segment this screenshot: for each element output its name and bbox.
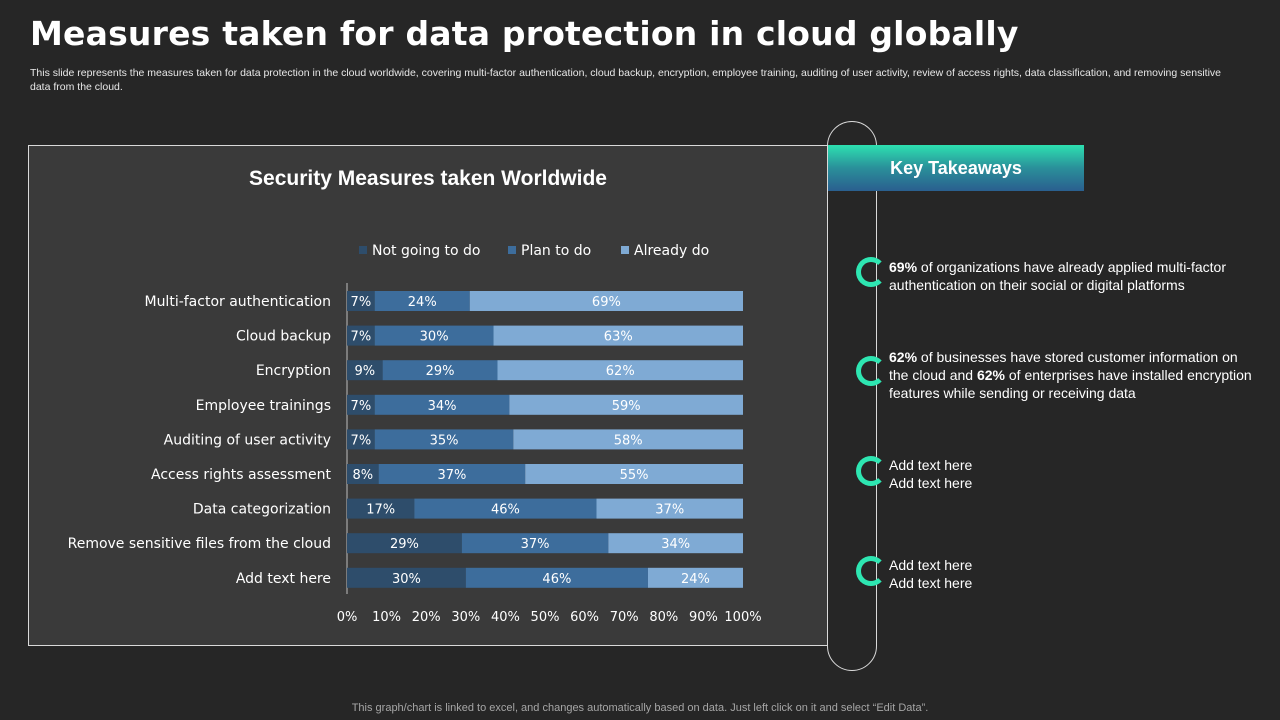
takeaway-text: Add text here Add text here — [889, 457, 973, 491]
data-label: 29% — [390, 537, 419, 552]
chart-panel[interactable]: Security Measures taken Worldwide Not goi… — [28, 145, 828, 646]
data-label: 8% — [353, 468, 374, 483]
bar-segment — [347, 325, 375, 346]
ring-icon — [856, 456, 886, 486]
bar-segment — [493, 325, 743, 346]
bar-segment — [647, 567, 743, 588]
x-tick-label: 70% — [610, 610, 639, 625]
data-label: 9% — [355, 364, 376, 379]
x-tick-label: 80% — [649, 610, 678, 625]
data-label: 29% — [426, 364, 455, 379]
x-tick-label: 100% — [724, 610, 761, 625]
bar-segment — [378, 464, 526, 484]
data-label: 58% — [614, 433, 643, 448]
data-label: 34% — [661, 537, 690, 552]
data-label: 30% — [420, 330, 449, 345]
bar-segment — [347, 533, 462, 554]
data-label: 30% — [392, 572, 421, 587]
data-label: 17% — [366, 503, 395, 518]
bar-segment — [374, 291, 470, 311]
bar-segment — [347, 567, 466, 588]
data-label: 37% — [655, 503, 684, 518]
x-tick-label: 40% — [491, 610, 520, 625]
bar-segment — [414, 498, 597, 519]
category-label: Access rights assessment — [151, 467, 332, 483]
bar-segment — [347, 291, 375, 311]
x-tick-label: 50% — [531, 610, 560, 625]
bar-segment — [347, 498, 415, 519]
takeaways-capsule-outline — [827, 121, 877, 671]
stacked-bar-chart[interactable]: Security Measures taken Worldwide Not goi… — [29, 146, 827, 645]
data-label: 62% — [606, 364, 635, 379]
takeaway-highlight: 62% — [889, 349, 918, 365]
data-label: 24% — [408, 295, 437, 310]
bar-segment — [374, 325, 494, 346]
legend-label: Not going to do — [372, 243, 481, 259]
bar-segment — [347, 464, 379, 484]
category-label: Encryption — [256, 363, 331, 379]
data-label: 37% — [437, 468, 466, 483]
x-tick-label: 10% — [372, 610, 401, 625]
bar-segment — [347, 360, 383, 381]
data-label: 55% — [620, 468, 649, 483]
data-label: 7% — [351, 295, 372, 310]
x-tick-label: 20% — [412, 610, 441, 625]
data-label: 7% — [351, 433, 372, 448]
legend-swatch — [359, 246, 367, 254]
takeaway-text: 62% of businesses have stored customer i… — [889, 349, 1252, 401]
takeaway-highlight: 69% — [889, 259, 918, 275]
data-label: 46% — [542, 572, 571, 587]
takeaway-text: 69% of organizations have already applie… — [889, 259, 1226, 293]
legend-swatch — [508, 246, 516, 254]
category-label: Remove sensitive files from the cloud — [68, 536, 331, 552]
data-label: 7% — [351, 399, 372, 414]
bar-segment — [382, 360, 498, 381]
data-label: 59% — [612, 399, 641, 414]
bar-segment — [347, 394, 375, 415]
data-label: 63% — [604, 330, 633, 345]
key-takeaways-header: Key Takeaways — [828, 145, 1084, 191]
data-label: 35% — [430, 433, 459, 448]
bar-segment — [525, 464, 743, 484]
bar-segment — [347, 429, 375, 450]
bar-segment — [513, 429, 743, 450]
category-label: Cloud backup — [236, 329, 331, 345]
ring-icon — [856, 556, 886, 586]
category-label: Data categorization — [193, 502, 331, 518]
category-label: Employee trainings — [196, 398, 331, 414]
chart-title: Security Measures taken Worldwide — [249, 167, 607, 190]
bar-segment — [608, 533, 743, 554]
x-tick-label: 30% — [451, 610, 480, 625]
data-label: 34% — [428, 399, 457, 414]
x-tick-label: 0% — [337, 610, 358, 625]
bar-segment — [465, 567, 648, 588]
x-tick-label: 90% — [689, 610, 718, 625]
ring-icon — [856, 257, 886, 287]
x-tick-label: 60% — [570, 610, 599, 625]
legend-swatch — [621, 246, 629, 254]
data-label: 69% — [592, 295, 621, 310]
category-label: Add text here — [236, 571, 331, 587]
data-label: 46% — [491, 503, 520, 518]
takeaway-text: Add text here Add text here — [889, 557, 973, 591]
data-label: 7% — [351, 330, 372, 345]
page-description: This slide represents the measures taken… — [30, 67, 1221, 93]
legend-label: Already do — [634, 243, 709, 259]
bar-segment — [509, 394, 743, 415]
bar-segment — [596, 498, 743, 519]
bar-segment — [374, 394, 510, 415]
footer-note: This graph/chart is linked to excel, and… — [351, 702, 929, 714]
page-title: Measures taken for data protection in cl… — [30, 14, 1019, 53]
bar-segment — [461, 533, 609, 554]
bar-segment — [374, 429, 514, 450]
bar-segment — [469, 291, 743, 311]
data-label: 37% — [521, 537, 550, 552]
category-label: Auditing of user activity — [164, 432, 331, 448]
data-label: 24% — [681, 572, 710, 587]
ring-icon — [856, 356, 886, 386]
takeaway-highlight: 62% — [976, 367, 1005, 383]
category-label: Multi-factor authentication — [144, 294, 331, 310]
bar-segment — [497, 360, 743, 381]
legend-label: Plan to do — [521, 243, 591, 259]
